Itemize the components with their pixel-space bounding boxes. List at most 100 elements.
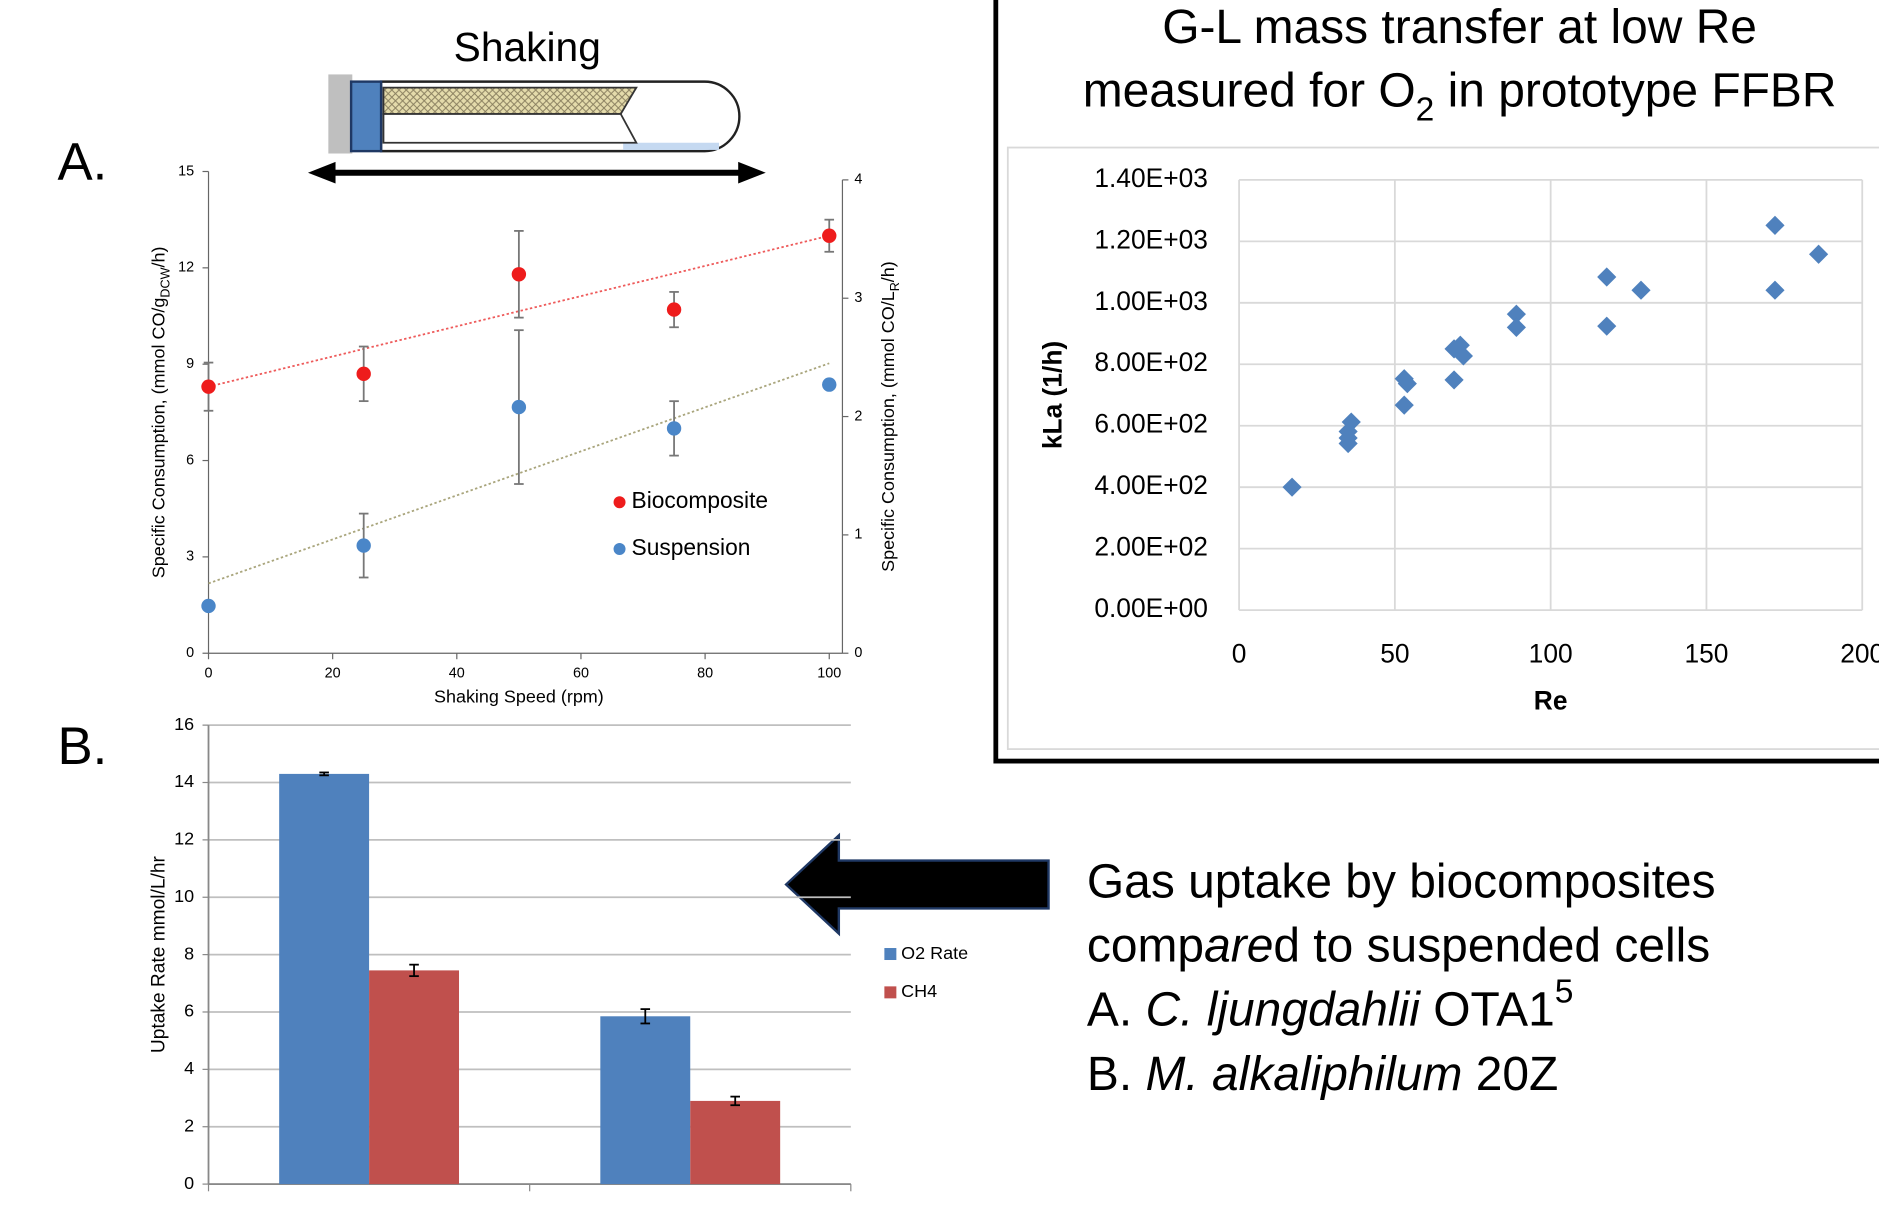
arrow-head xyxy=(738,161,766,184)
tube-stopper xyxy=(349,80,383,153)
point xyxy=(201,379,216,394)
chart-title: measured for O2 in prototype FFBR xyxy=(1083,64,1837,129)
y-tick-label: 2 xyxy=(184,1115,194,1135)
text-span: comp xyxy=(1087,919,1204,972)
y-axis-label: Specific Consumption, (mmol CO/gDCW/h) xyxy=(148,247,173,579)
y-tick-label: 12 xyxy=(174,829,194,849)
y2-tick-label: 4 xyxy=(854,172,862,188)
y-tick-label: 16 xyxy=(174,714,194,734)
point xyxy=(511,267,527,282)
y2-axis-label: Specific Consumption, (mmol CO/LR/h) xyxy=(878,261,903,572)
y-axis-label: kLa (1/h) xyxy=(1038,341,1068,449)
text-span: C. ljungdahlii xyxy=(1145,983,1421,1036)
trend-line xyxy=(208,234,830,388)
y-tick-label: 4 xyxy=(184,1058,194,1078)
x-axis-label: Shaking Speed (rpm) xyxy=(434,686,604,706)
chart-title: G-L mass transfer at low Re xyxy=(1162,1,1757,54)
legend-marker xyxy=(884,948,897,961)
text-span: Specific Consumption, (mmol CO/L xyxy=(878,291,898,572)
text-span: in prototype FFBR xyxy=(1434,64,1836,117)
text-span: 20Z xyxy=(1462,1048,1558,1101)
y-tick-label: 3 xyxy=(186,549,194,565)
y-tick-label: 6 xyxy=(184,1001,194,1021)
y-tick-label: 0.00E+00 xyxy=(1094,593,1208,623)
point xyxy=(511,399,527,415)
text-span: measured for O xyxy=(1083,64,1416,117)
x-tick-label: 150 xyxy=(1684,639,1728,669)
x-tick-label: 0 xyxy=(1232,639,1247,669)
panel-label: B. xyxy=(58,717,108,776)
y-tick-label: 1.20E+03 xyxy=(1094,224,1208,254)
y-tick-label: 6 xyxy=(186,452,194,468)
legend-label: O2 Rate xyxy=(901,943,968,963)
text-span: kLa (1/h) xyxy=(1038,341,1068,449)
point xyxy=(1597,316,1617,336)
x-tick-label: 200 xyxy=(1840,639,1879,669)
x-tick-label: 60 xyxy=(573,665,589,681)
arrow-head xyxy=(307,161,336,184)
text-line: Gas uptake by biocomposites xyxy=(1087,855,1716,908)
text-span: 5 xyxy=(1555,974,1574,1011)
panel-frame xyxy=(993,0,1879,764)
x-tick-label: 80 xyxy=(697,665,713,681)
y-tick-label: 0 xyxy=(184,1173,194,1193)
y2-tick-label: 1 xyxy=(854,527,862,543)
x-tick-label: 50 xyxy=(1380,639,1409,669)
point xyxy=(1506,317,1526,337)
text-span: Gas uptake by biocomposites xyxy=(1087,855,1716,908)
biocomposite-strip xyxy=(382,86,638,115)
y-tick-label: 10 xyxy=(174,886,194,906)
y-tick-label: 8 xyxy=(184,943,194,963)
y-tick-label: 15 xyxy=(178,163,194,179)
x-tick-label: 40 xyxy=(449,665,465,681)
y2-tick-label: 3 xyxy=(854,290,862,306)
text-span: OTA1 xyxy=(1420,983,1555,1036)
legend-marker xyxy=(613,496,626,509)
y-tick-label: 9 xyxy=(186,356,194,372)
point xyxy=(1765,280,1785,300)
x-tick-label: 100 xyxy=(817,665,841,681)
point xyxy=(1397,374,1417,394)
y-tick-label: 12 xyxy=(178,260,194,276)
text-span: 2 xyxy=(1416,92,1435,129)
y-tick-label: 6.00E+02 xyxy=(1094,409,1208,439)
text-span: /h) xyxy=(148,247,168,268)
tube-liquid xyxy=(623,142,720,150)
y-tick-label: 1.00E+03 xyxy=(1094,286,1208,316)
text-span: R xyxy=(888,282,902,291)
legend-marker xyxy=(613,542,626,555)
point xyxy=(356,366,371,382)
bar xyxy=(690,1100,781,1185)
point xyxy=(201,598,216,614)
point xyxy=(1394,395,1414,415)
bar xyxy=(600,1016,691,1185)
point xyxy=(1453,346,1474,366)
text-line: B. M. alkaliphilum 20Z xyxy=(1087,1048,1558,1101)
text-line: A. C. ljungdahlii OTA15 xyxy=(1087,974,1574,1036)
point xyxy=(356,538,371,553)
text-span: M. alkaliphilum xyxy=(1145,1048,1462,1101)
point xyxy=(822,228,837,243)
panel-label: A. xyxy=(58,132,108,191)
legend-label: Biocomposite xyxy=(632,487,769,513)
plot-frame xyxy=(1006,146,1879,750)
y2-tick-label: 0 xyxy=(854,645,862,661)
point xyxy=(666,302,682,317)
x-tick-label: 100 xyxy=(1529,639,1573,669)
point xyxy=(1338,428,1358,448)
point xyxy=(1444,370,1464,390)
bar xyxy=(369,970,460,1185)
legend-marker xyxy=(884,986,897,999)
tube-cap xyxy=(328,74,353,154)
x-tick-label: 20 xyxy=(325,665,341,681)
text-span: Specific Consumption, (mmol CO/g xyxy=(148,298,168,579)
text-span: are xyxy=(1204,919,1273,972)
text-span: B. xyxy=(1087,1048,1146,1101)
point xyxy=(1809,244,1829,264)
point xyxy=(666,421,682,436)
y-tick-label: 8.00E+02 xyxy=(1094,347,1208,377)
y-tick-label: 4.00E+02 xyxy=(1094,470,1208,500)
y-tick-label: 14 xyxy=(174,771,194,791)
